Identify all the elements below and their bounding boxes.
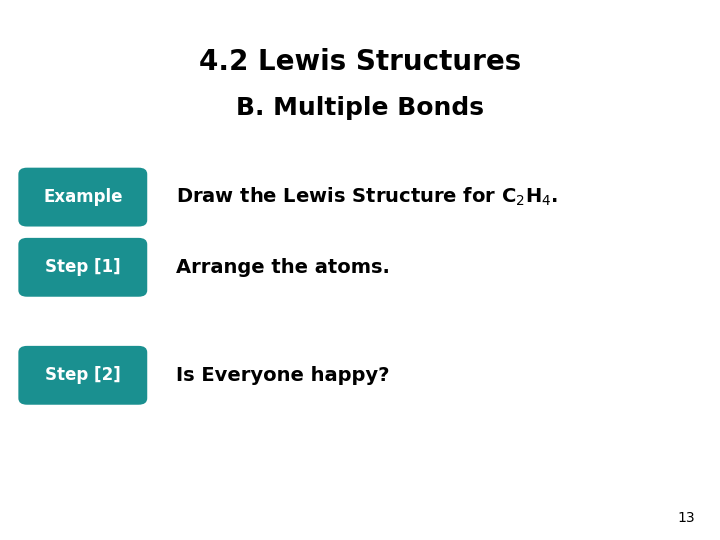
Text: 4.2 Lewis Structures: 4.2 Lewis Structures xyxy=(199,48,521,76)
Text: Arrange the atoms.: Arrange the atoms. xyxy=(176,258,390,277)
Text: Step [2]: Step [2] xyxy=(45,366,121,384)
Text: Example: Example xyxy=(43,188,122,206)
Text: Step [1]: Step [1] xyxy=(45,258,121,276)
Text: B. Multiple Bonds: B. Multiple Bonds xyxy=(236,96,484,120)
Text: Is Everyone happy?: Is Everyone happy? xyxy=(176,366,390,385)
Text: Draw the Lewis Structure for C$_2$H$_4$.: Draw the Lewis Structure for C$_2$H$_4$. xyxy=(176,186,559,208)
FancyBboxPatch shape xyxy=(19,346,147,405)
Text: 13: 13 xyxy=(678,511,695,525)
FancyBboxPatch shape xyxy=(19,238,147,297)
FancyBboxPatch shape xyxy=(19,167,147,226)
